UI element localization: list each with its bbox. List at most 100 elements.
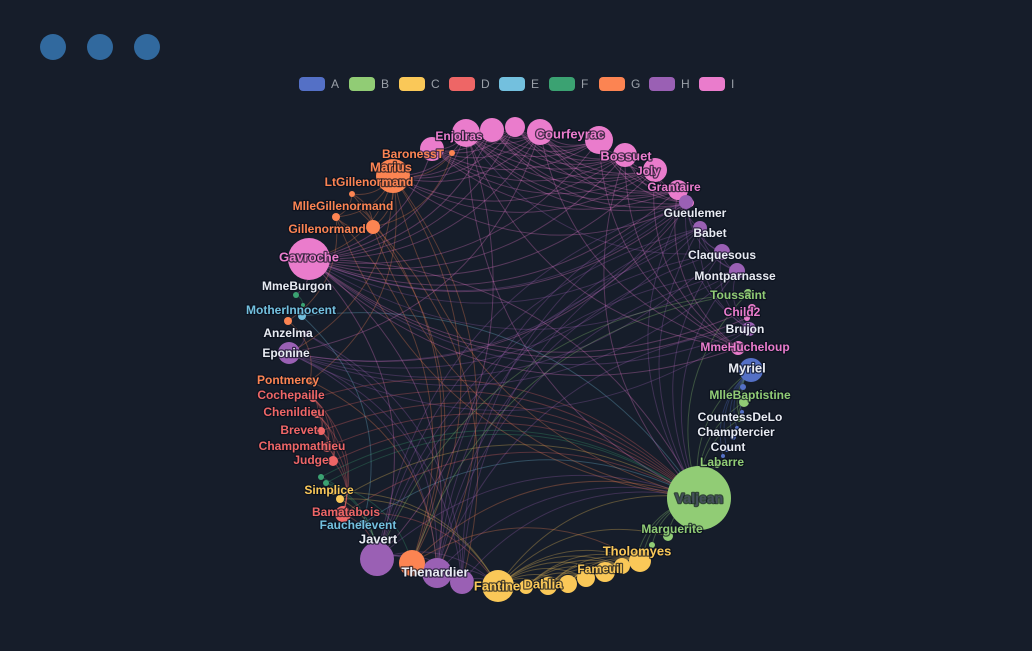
graph-node-Anzelma[interactable] xyxy=(303,331,309,337)
graph-node-CountessDeLo[interactable] xyxy=(740,410,744,414)
graph-edge xyxy=(491,129,626,165)
legend-item-H[interactable]: H xyxy=(649,77,699,91)
graph-node-MmeDeR[interactable] xyxy=(649,542,655,548)
legend-item-G[interactable]: G xyxy=(599,77,649,91)
graph-node-Child1[interactable] xyxy=(744,315,750,321)
window-dot-1[interactable] xyxy=(40,34,66,60)
graph-node-Judge[interactable] xyxy=(328,456,338,466)
graph-node-Prouvaire[interactable] xyxy=(420,137,444,161)
graph-edge xyxy=(288,201,687,362)
graph-node-Simplice[interactable] xyxy=(336,495,344,503)
graph-node-Listolier[interactable] xyxy=(614,558,630,574)
graph-node-Gillenormand[interactable] xyxy=(366,220,380,234)
graph-node-MmeThenardier[interactable] xyxy=(450,570,474,594)
graph-node-Chenildieu[interactable] xyxy=(313,410,321,418)
graph-node-Napoleon[interactable] xyxy=(740,384,746,390)
graph-node-Courfeyrac[interactable] xyxy=(527,119,553,145)
graph-label-Champmathieu: Champmathieu xyxy=(259,439,346,453)
graph-node-Feuilly[interactable] xyxy=(505,117,525,137)
graph-edge xyxy=(465,132,723,255)
legend-swatch xyxy=(349,77,375,91)
graph-edge xyxy=(288,270,738,386)
window-dot-3[interactable] xyxy=(134,34,160,60)
legend-item-E[interactable]: E xyxy=(499,77,549,91)
graph-node-Myriel[interactable] xyxy=(739,358,763,382)
graph-node-Babet[interactable] xyxy=(693,221,707,235)
graph-node-Dahlia[interactable] xyxy=(539,577,557,595)
graph-node-Pontmercy[interactable] xyxy=(306,377,314,385)
graph-node-Perpetue[interactable] xyxy=(331,489,337,495)
graph-node-Joly[interactable] xyxy=(643,158,667,182)
graph-node-MlleBaptistine[interactable] xyxy=(739,397,749,407)
graph-node-Blacheville[interactable] xyxy=(577,569,595,587)
legend-item-D[interactable]: D xyxy=(449,77,499,91)
graph-node-MmeHucheloup[interactable] xyxy=(731,341,745,355)
graph-node-Claquesous[interactable] xyxy=(714,244,730,260)
graph-node-Fantine[interactable] xyxy=(482,570,514,602)
graph-node-Tholomyes[interactable] xyxy=(629,550,651,572)
legend-item-I[interactable]: I xyxy=(699,77,749,91)
graph-node-Gueulemer[interactable] xyxy=(679,195,693,209)
graph-node-BaronessT[interactable] xyxy=(449,150,455,156)
graph-node-Fauchelevent[interactable] xyxy=(359,520,367,528)
graph-node-MmePontmercy[interactable] xyxy=(284,317,292,325)
graph-node-Bamatabois[interactable] xyxy=(335,506,351,522)
graph-label-Champtercier: Champtercier xyxy=(697,425,775,439)
graph-node-Geborand[interactable] xyxy=(735,426,739,430)
graph-edge xyxy=(539,131,691,205)
graph-node-Combeferre[interactable] xyxy=(480,118,504,142)
graph-node-Count[interactable] xyxy=(724,446,730,452)
graph-edge xyxy=(491,129,679,197)
graph-node-Cravatte[interactable] xyxy=(721,454,725,458)
graph-node-Champmathieu[interactable] xyxy=(322,442,332,452)
legend-item-A[interactable]: A xyxy=(299,77,349,91)
graph-node-Grantaire[interactable] xyxy=(668,180,688,200)
graph-edge xyxy=(497,549,641,587)
graph-node-Bossuet[interactable] xyxy=(613,143,637,167)
graph-node-LtGillenormand[interactable] xyxy=(349,191,355,197)
graph-edge xyxy=(465,132,656,184)
graph-node-Gavroche[interactable] xyxy=(288,238,330,280)
graph-node-Toussaint[interactable] xyxy=(744,289,752,297)
graph-node-Brevet[interactable] xyxy=(317,427,325,435)
graph-node-Jondrette[interactable] xyxy=(301,303,305,307)
graph-node-Brujon[interactable] xyxy=(742,322,756,336)
graph-node-Javert[interactable] xyxy=(360,542,394,576)
legend-swatch xyxy=(299,77,325,91)
graph-node-Cosette[interactable] xyxy=(399,550,425,576)
graph-node-Marguerite[interactable] xyxy=(663,531,673,541)
graph-node-MmeBurgon[interactable] xyxy=(293,292,299,298)
graph-node-Cochepaille[interactable] xyxy=(309,394,317,402)
legend-item-C[interactable]: C xyxy=(399,77,449,91)
graph-node-Favourite[interactable] xyxy=(559,575,577,593)
graph-node-Marius[interactable] xyxy=(376,159,410,193)
graph-node-Woman2[interactable] xyxy=(323,480,329,486)
graph-node-Bahorel[interactable] xyxy=(585,126,613,154)
graph-node-Montparnasse[interactable] xyxy=(729,263,745,279)
graph-label-MlleGillenormand: MlleGillenormand xyxy=(293,199,394,213)
graph-node-MmeMagloire[interactable] xyxy=(737,416,743,422)
graph-node-Zephine[interactable] xyxy=(519,580,533,594)
graph-node-Champtercier[interactable] xyxy=(730,434,736,440)
graph-node-Child2[interactable] xyxy=(748,304,756,312)
legend-label: F xyxy=(581,77,589,91)
graph-node-Woman1[interactable] xyxy=(318,474,324,480)
graph-edge xyxy=(491,129,656,180)
graph-node-Magnon[interactable] xyxy=(354,206,358,210)
window-dot-2[interactable] xyxy=(87,34,113,60)
legend-item-F[interactable]: F xyxy=(549,77,599,91)
graph-node-Fameuil[interactable] xyxy=(595,562,615,582)
graph-node-Eponine[interactable] xyxy=(278,342,300,364)
legend-item-B[interactable]: B xyxy=(349,77,399,91)
graph-node-MotherInnocent[interactable] xyxy=(298,312,306,320)
graph-edge xyxy=(376,270,738,560)
graph-node-Labarre[interactable] xyxy=(714,462,720,468)
graph-label-Claquesous: Claquesous xyxy=(688,248,756,262)
graph-node-Thenardier[interactable] xyxy=(422,558,452,588)
graph-edge xyxy=(547,556,641,587)
graph-edge xyxy=(342,512,499,587)
graph-node-MlleGillenormand[interactable] xyxy=(332,213,340,221)
graph-node-Enjolras[interactable] xyxy=(452,119,480,147)
graph-node-Valjean[interactable] xyxy=(667,466,731,530)
